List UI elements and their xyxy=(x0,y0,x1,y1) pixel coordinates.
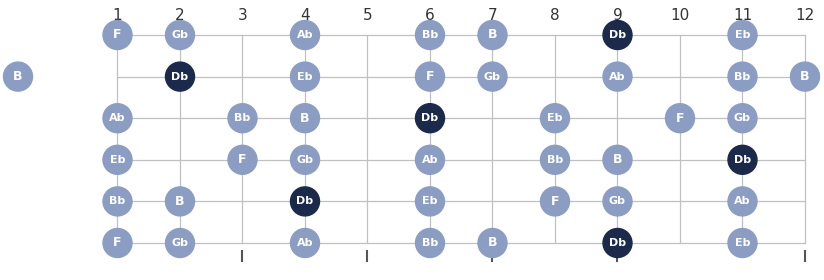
Circle shape xyxy=(415,20,444,50)
Text: Eb: Eb xyxy=(735,30,750,40)
Circle shape xyxy=(166,187,194,216)
Circle shape xyxy=(478,62,507,91)
Text: Ab: Ab xyxy=(422,155,438,165)
Circle shape xyxy=(103,104,132,133)
Circle shape xyxy=(728,145,757,174)
Text: Gb: Gb xyxy=(171,30,189,40)
Circle shape xyxy=(478,228,507,258)
Text: 3: 3 xyxy=(237,8,247,22)
Circle shape xyxy=(291,104,320,133)
Circle shape xyxy=(291,62,320,91)
Text: Bb: Bb xyxy=(547,155,563,165)
Circle shape xyxy=(103,20,132,50)
Text: Bb: Bb xyxy=(422,238,438,248)
Circle shape xyxy=(103,187,132,216)
Text: 5: 5 xyxy=(363,8,372,22)
Text: Bb: Bb xyxy=(110,196,125,206)
Circle shape xyxy=(166,228,194,258)
Circle shape xyxy=(603,228,632,258)
Circle shape xyxy=(478,20,507,50)
Text: 4: 4 xyxy=(300,8,310,22)
Text: B: B xyxy=(613,153,622,166)
Text: Ab: Ab xyxy=(297,30,313,40)
Text: Eb: Eb xyxy=(110,155,125,165)
Circle shape xyxy=(415,187,444,216)
Text: Gb: Gb xyxy=(171,238,189,248)
Text: Gb: Gb xyxy=(484,72,501,81)
Circle shape xyxy=(603,62,632,91)
Circle shape xyxy=(291,145,320,174)
Text: B: B xyxy=(13,70,23,83)
Text: B: B xyxy=(488,29,497,41)
Text: Db: Db xyxy=(734,155,751,165)
Circle shape xyxy=(415,145,444,174)
Text: 2: 2 xyxy=(176,8,185,22)
Circle shape xyxy=(415,62,444,91)
Text: Bb: Bb xyxy=(422,30,438,40)
Text: 12: 12 xyxy=(795,8,815,22)
Circle shape xyxy=(728,187,757,216)
Circle shape xyxy=(541,104,569,133)
Text: Eb: Eb xyxy=(735,238,750,248)
Text: F: F xyxy=(238,153,246,166)
Circle shape xyxy=(415,104,444,133)
Text: B: B xyxy=(488,237,497,249)
Text: Bb: Bb xyxy=(734,72,751,81)
Text: Ab: Ab xyxy=(297,238,313,248)
Text: Db: Db xyxy=(609,238,626,248)
Circle shape xyxy=(166,62,194,91)
Circle shape xyxy=(291,20,320,50)
Circle shape xyxy=(541,187,569,216)
Text: F: F xyxy=(113,29,122,41)
Text: Db: Db xyxy=(421,113,438,123)
Text: B: B xyxy=(176,195,185,208)
Circle shape xyxy=(166,20,194,50)
Text: Gb: Gb xyxy=(297,155,313,165)
Text: Gb: Gb xyxy=(609,196,626,206)
Circle shape xyxy=(728,228,757,258)
Text: B: B xyxy=(300,112,310,125)
Text: 11: 11 xyxy=(733,8,752,22)
Text: Db: Db xyxy=(171,72,189,81)
Circle shape xyxy=(3,62,32,91)
Text: 10: 10 xyxy=(671,8,690,22)
Circle shape xyxy=(728,20,757,50)
Text: Eb: Eb xyxy=(297,72,313,81)
Text: B: B xyxy=(800,70,810,83)
Circle shape xyxy=(790,62,820,91)
Text: F: F xyxy=(550,195,559,208)
Text: 9: 9 xyxy=(612,8,622,22)
Circle shape xyxy=(415,228,444,258)
Text: Bb: Bb xyxy=(234,113,250,123)
Text: 6: 6 xyxy=(425,8,435,22)
Circle shape xyxy=(291,187,320,216)
Circle shape xyxy=(603,145,632,174)
Circle shape xyxy=(541,145,569,174)
Text: 1: 1 xyxy=(113,8,122,22)
Text: Db: Db xyxy=(609,30,626,40)
Circle shape xyxy=(228,145,257,174)
Text: Ab: Ab xyxy=(734,196,751,206)
Circle shape xyxy=(291,228,320,258)
Circle shape xyxy=(728,104,757,133)
Text: 8: 8 xyxy=(550,8,559,22)
Circle shape xyxy=(103,145,132,174)
Text: Eb: Eb xyxy=(422,196,438,206)
Text: Ab: Ab xyxy=(609,72,625,81)
Text: Db: Db xyxy=(297,196,314,206)
Circle shape xyxy=(603,20,632,50)
Circle shape xyxy=(728,62,757,91)
Text: Gb: Gb xyxy=(734,113,751,123)
Text: F: F xyxy=(113,237,122,249)
Text: Eb: Eb xyxy=(547,113,563,123)
Circle shape xyxy=(228,104,257,133)
Circle shape xyxy=(103,228,132,258)
Circle shape xyxy=(666,104,695,133)
Circle shape xyxy=(603,187,632,216)
Text: F: F xyxy=(426,70,434,83)
Text: Ab: Ab xyxy=(110,113,126,123)
Text: F: F xyxy=(676,112,684,125)
Text: 7: 7 xyxy=(488,8,498,22)
